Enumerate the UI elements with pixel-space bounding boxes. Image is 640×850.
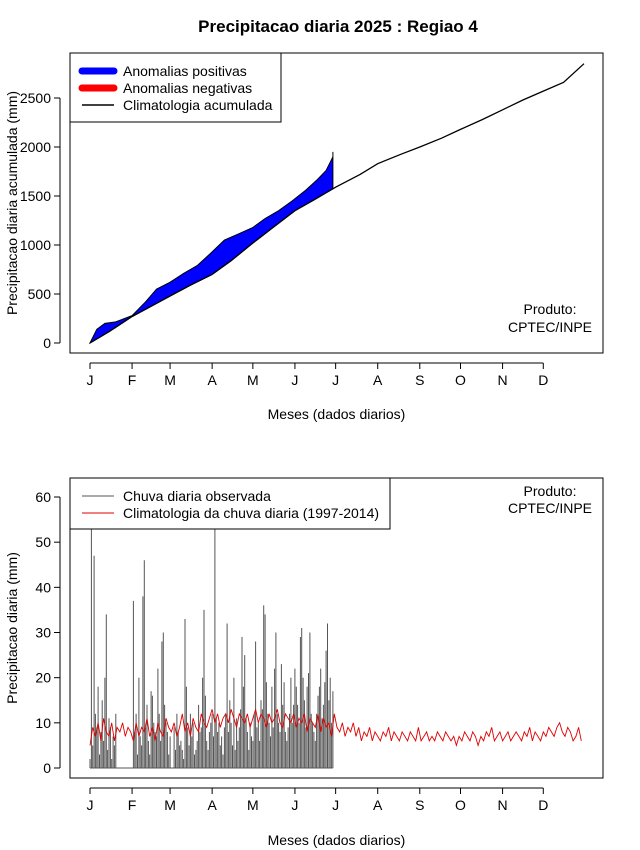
x-tick-label: J [332,372,339,388]
y-tick-label: 500 [28,286,52,302]
x-tick-label: J [87,372,94,388]
y-axis-label-top: Precipitacao diaria acumulada (mm) [4,91,20,315]
y-axis-top: 0 500 1000 1500 2000 2500 [20,90,61,351]
annotation-source: CPTEC/INPE [508,319,592,335]
chart-title: Precipitacao diaria 2025 : Regiao 4 [198,17,478,36]
y-axis-label-bottom: Precipitacao diaria (mm) [4,552,20,704]
annotation-source: CPTEC/INPE [508,500,592,516]
observed-bars-layer [89,524,334,769]
x-tick-label: S [415,797,424,813]
climatology-daily-line [89,709,582,747]
climatology-line-layer [89,63,585,344]
x-tick-label: D [538,797,548,813]
y-tick-label: 60 [35,489,51,505]
climatology-cumulative-line [89,63,585,344]
x-tick-label: J [332,797,339,813]
positive-anomaly-area [88,151,334,345]
daily-panel: J F M A M J J A S O N D 0 10 20 30 40 50 60 Meses (dados … [4,477,604,848]
x-tick-label: D [538,372,548,388]
x-tick-label: J [87,797,94,813]
x-tick-label: O [455,797,466,813]
annotation-product: Produto: [524,483,577,499]
y-tick-label: 1500 [20,188,51,204]
y-tick-label: 0 [43,760,51,776]
y-tick-label: 30 [35,625,51,641]
legend-box [69,477,391,530]
y-tick-label: 1000 [20,237,51,253]
legend-entry-climatology-daily: Climatologia da chuva diaria (1997-2014) [123,505,379,521]
y-tick-label: 40 [35,579,51,595]
x-tick-label: M [164,797,176,813]
y-tick-label: 2000 [20,139,51,155]
legend-entry-climatology: Climatologia acumulada [123,97,273,113]
x-tick-label: N [498,372,508,388]
x-tick-label: A [373,797,383,813]
climatology-daily-layer [89,709,582,747]
x-tick-label: M [164,372,176,388]
x-tick-label: A [207,797,217,813]
x-tick-label: O [455,372,466,388]
plot-frame-bottom [69,477,604,779]
legend-entry-positive: Anomalias positivas [123,63,247,79]
legend-top: Anomalias positivas Anomalias negativas … [69,52,282,123]
x-tick-label: F [128,797,137,813]
y-tick-label: 2500 [20,90,51,106]
x-axis-label-bottom: Meses (dados diarios) [268,832,406,848]
x-tick-label: J [291,372,298,388]
x-axis-label-top: Meses (dados diarios) [268,406,406,422]
x-tick-label: M [247,372,259,388]
anomaly-area-layer [88,151,334,345]
x-tick-label: A [373,372,383,388]
x-tick-label: M [247,797,259,813]
legend-entry-negative: Anomalias negativas [123,80,252,96]
y-axis-bottom: 0 10 20 30 40 50 60 [35,489,61,776]
legend-entry-observed: Chuva diaria observada [123,488,271,504]
y-tick-label: 20 [35,670,51,686]
x-tick-label: J [291,797,298,813]
y-tick-label: 50 [35,534,51,550]
legend-bottom: Chuva diaria observada Climatologia da c… [69,477,391,530]
cumulative-panel: J F M A M J J A S O N D 0 500 1000 1500 2000 2500 Meses … [4,52,604,422]
plot-frame-top [69,52,604,354]
x-tick-label: A [207,372,217,388]
annotation-product: Produto: [524,301,577,317]
x-tick-label: F [128,372,137,388]
x-tick-label: S [415,372,424,388]
y-tick-label: 10 [35,715,51,731]
y-tick-label: 0 [43,335,51,351]
x-tick-label: N [498,797,508,813]
